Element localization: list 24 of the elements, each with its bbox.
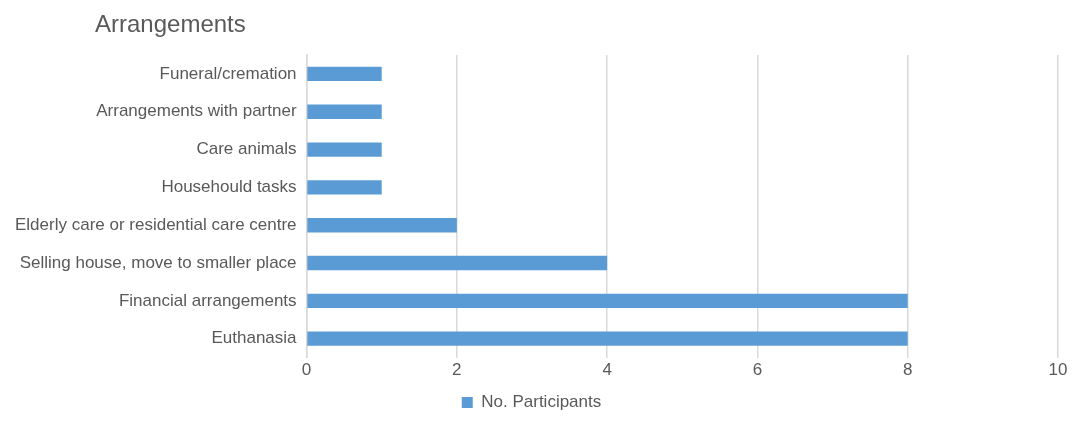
y-tick-label: Funeral/cremation xyxy=(159,63,297,83)
y-tick-label: Elderly care or residential care centre xyxy=(14,214,297,234)
y-tick-label: Arrangements with partner xyxy=(96,101,297,121)
y-tick-label: Euthanasia xyxy=(211,328,298,348)
bar xyxy=(307,104,382,119)
x-tick-label: 8 xyxy=(902,360,913,380)
x-tick-label: 4 xyxy=(602,360,612,380)
bar xyxy=(307,218,457,233)
legend-label: No. Participants xyxy=(481,392,602,412)
y-tick-label: Househould tasks xyxy=(161,177,297,197)
bar xyxy=(307,255,608,271)
bar xyxy=(307,180,382,195)
bar xyxy=(307,66,382,82)
y-tick-label: Care animals xyxy=(196,139,297,159)
bar xyxy=(307,293,908,309)
bar xyxy=(307,331,908,346)
x-tick-label: 10 xyxy=(1048,360,1068,380)
chart-title: Arrangements xyxy=(95,10,246,38)
y-tick-label: Financial arrangements xyxy=(118,290,297,310)
x-tick-label: 2 xyxy=(452,360,462,380)
bar xyxy=(307,142,382,157)
x-tick-label: 0 xyxy=(301,360,312,380)
y-tick-label: Selling house, move to smaller place xyxy=(19,252,297,272)
x-tick-label: 6 xyxy=(752,360,763,380)
